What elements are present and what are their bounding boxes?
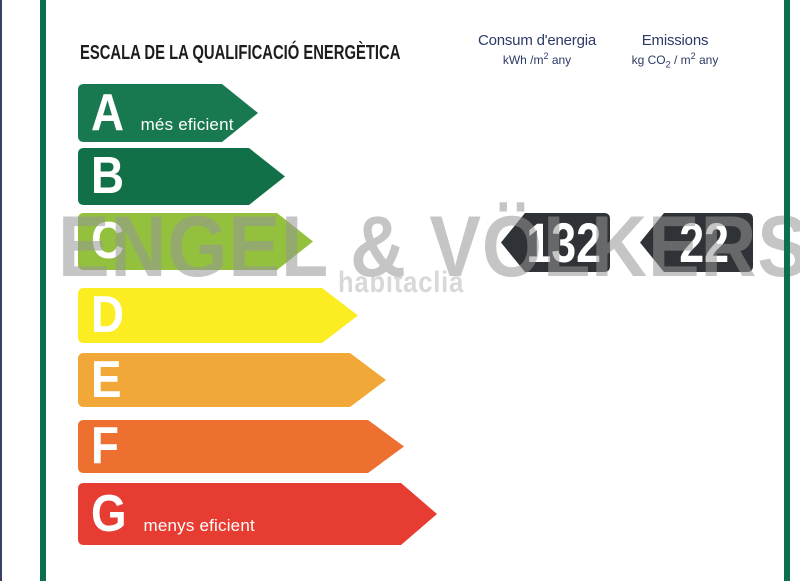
left-edge-line <box>0 0 2 581</box>
rating-bar-B: B <box>78 148 285 205</box>
rating-letter: A <box>91 84 125 142</box>
rating-letter: G <box>91 485 127 543</box>
consumption-value-arrow: 132 <box>501 213 610 272</box>
emissions-header-title: Emissions <box>641 32 709 49</box>
page-title: ESCALA DE LA QUALIFICACIÓ ENERGÈTICA <box>80 42 401 64</box>
emissions-value-arrow: 22 <box>640 213 753 272</box>
right-green-border <box>784 0 790 581</box>
rating-letter: C <box>91 212 125 270</box>
rating-bar-F: F <box>78 420 404 473</box>
consumption-header-unit: kWh /m2 any <box>502 51 572 68</box>
consumption-header-title: Consum d'energia <box>477 32 597 49</box>
emissions-header-unit: kg CO2 / m2 any <box>631 51 719 70</box>
rating-scale: A més eficient B C D E F G menys eficien… <box>78 0 538 581</box>
rating-bar-A: A més eficient <box>78 84 258 142</box>
emissions-column-header: Emissions kg CO2 / m2 any <box>612 32 738 70</box>
rating-letter: D <box>91 286 125 344</box>
rating-bar-E: E <box>78 353 386 407</box>
consumption-value: 132 <box>526 210 601 274</box>
rating-letter: E <box>91 351 122 409</box>
rating-label: més eficient <box>140 115 234 134</box>
consumption-column-header: Consum d'energia kWh /m2 any <box>462 32 612 67</box>
rating-bar-G: G menys eficient <box>78 483 437 545</box>
emissions-value: 22 <box>679 210 730 274</box>
rating-label: menys eficient <box>143 516 255 535</box>
rating-bar-D: D <box>78 288 358 343</box>
left-green-border <box>40 0 46 581</box>
rating-bar-C: C <box>78 213 313 270</box>
rating-letter: F <box>91 417 119 475</box>
rating-letter: B <box>91 147 125 205</box>
